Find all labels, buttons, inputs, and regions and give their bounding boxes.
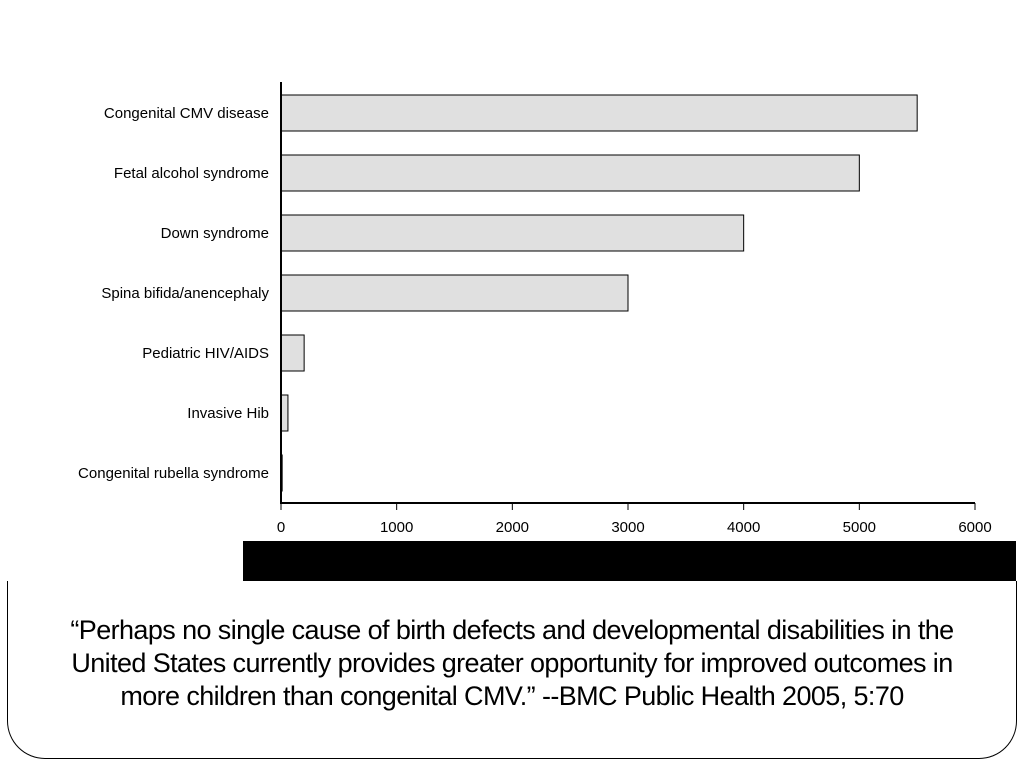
bar-chart: Congenital CMV disease Fetal alcohol synd…	[78, 82, 992, 536]
x-tick-label: 1000	[380, 519, 413, 536]
category-label: Congenital rubella syndrome	[78, 465, 269, 482]
category-label: Spina bifida/anencephaly	[101, 285, 269, 302]
bar	[280, 154, 860, 192]
category-label: Congenital CMV disease	[104, 105, 269, 122]
bar	[280, 214, 745, 252]
x-tick-label: 4000	[727, 519, 760, 536]
quote-text: “Perhaps no single cause of birth defect…	[70, 615, 954, 711]
category-label: Pediatric HIV/AIDS	[142, 345, 269, 362]
quote-frame	[7, 581, 1017, 759]
x-tick-label: 5000	[843, 519, 876, 536]
x-tick-label: 2000	[496, 519, 529, 536]
category-label: Invasive Hib	[187, 405, 269, 422]
bar	[280, 94, 918, 132]
bar	[280, 334, 305, 372]
x-tick-label: 0	[277, 519, 285, 536]
category-label: Down syndrome	[161, 225, 269, 242]
bar	[280, 274, 629, 312]
x-tick-label: 6000	[958, 519, 991, 536]
x-tick-label: 3000	[611, 519, 644, 536]
bar	[280, 394, 289, 432]
category-label: Fetal alcohol syndrome	[114, 165, 269, 182]
black-banner	[243, 541, 1016, 581]
